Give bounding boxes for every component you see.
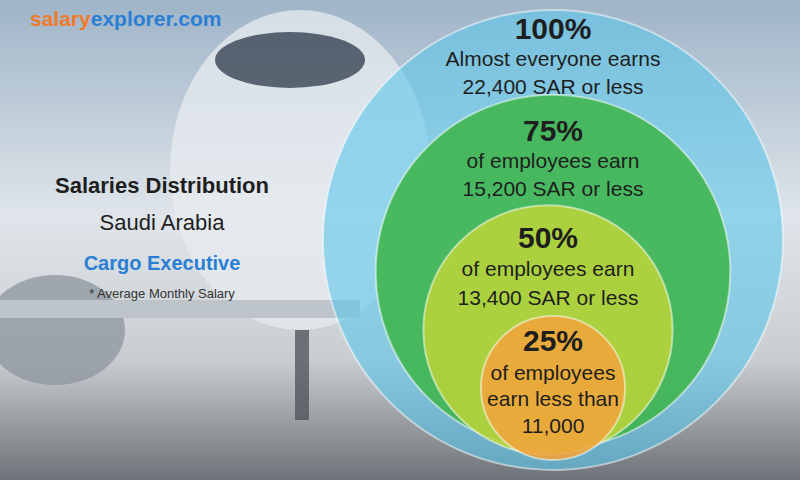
percentile-circle [323,10,783,470]
caption: of employees earn [462,257,635,280]
circles [323,10,783,470]
percentile-circle [481,316,625,460]
percentile-circle [376,95,731,450]
caption: earn less than [487,387,619,410]
percent-label: 50% [518,221,578,254]
brand: salaryexplorer.com [30,7,221,30]
percent-label: 25% [523,324,583,357]
caption: Almost everyone earns [446,47,661,70]
chart: 100%Almost everyone earns 22,400 SAR or l… [0,0,800,480]
salary-label: 11,000 [522,414,585,437]
caption: of employees [491,361,616,384]
salary-label: 15,200 SAR or less [463,177,644,200]
salary-label: 13,400 SAR or less [458,286,639,309]
job-title: Cargo Executive [84,252,241,274]
salary-label: 22,400 SAR or less [463,75,644,98]
labels: 100%Almost everyone earns 22,400 SAR or l… [446,12,661,437]
background [0,0,800,480]
subtitle: Saudi Arabia [100,210,226,235]
note: * Average Monthly Salary [89,286,235,301]
brand-part: explorer.com [91,7,222,30]
percentile-circle [423,205,672,454]
percent-label: 100% [515,12,592,45]
title: Salaries Distribution [55,173,269,198]
brand-part: salary [30,7,91,30]
gear [295,330,309,420]
cockpit [215,32,365,88]
wing [0,300,360,318]
percent-label: 75% [523,114,583,147]
caption: of employees earn [467,149,640,172]
